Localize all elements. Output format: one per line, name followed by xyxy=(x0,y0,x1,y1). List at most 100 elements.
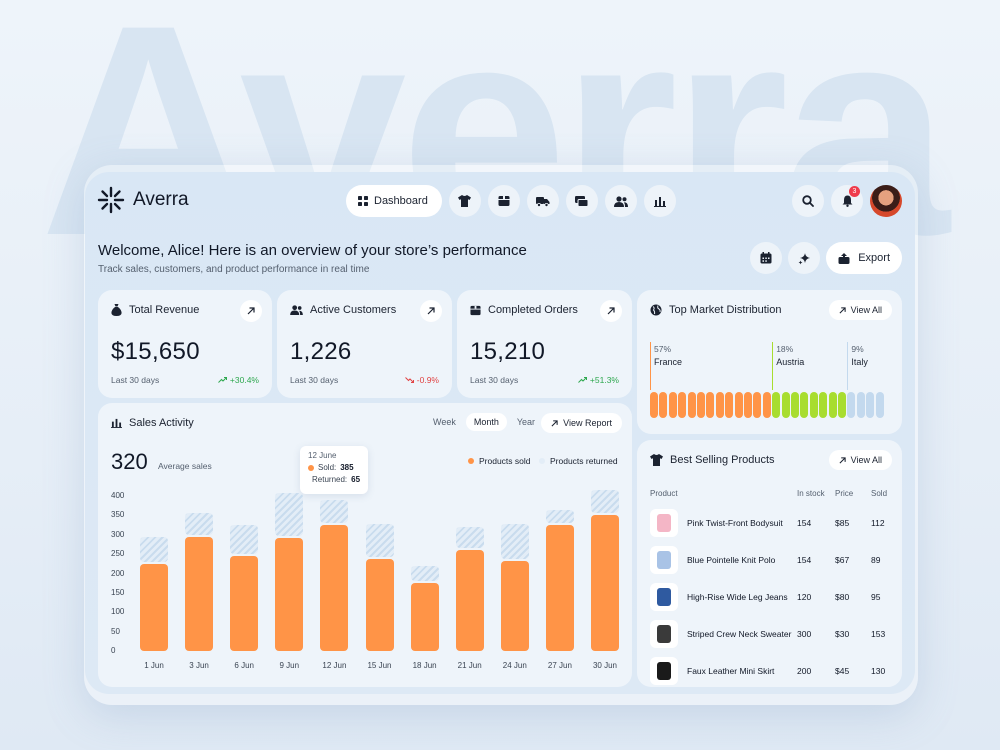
bar-returned[interactable] xyxy=(500,524,529,560)
market-bar xyxy=(762,392,771,418)
bar-sold[interactable] xyxy=(500,561,529,651)
nav-products[interactable] xyxy=(448,185,481,217)
products-view-all-button[interactable]: View All xyxy=(828,450,892,470)
average-sales-value: 320 xyxy=(111,449,148,474)
bar-sold[interactable] xyxy=(365,559,394,651)
bar-sold[interactable] xyxy=(545,525,574,651)
market-percentage: 18% xyxy=(776,344,794,354)
nav-shipping[interactable] xyxy=(526,185,559,217)
bar-returned[interactable] xyxy=(455,527,484,549)
market-country: Italy xyxy=(851,357,868,367)
nav-inventory[interactable] xyxy=(487,185,520,217)
market-bar xyxy=(706,392,715,418)
bar-returned[interactable] xyxy=(545,509,574,524)
table-row[interactable]: Pink Twist-Front Bodysuit 154 $85 112 xyxy=(650,509,890,539)
bar-sold[interactable] xyxy=(455,550,484,651)
y-axis-tick: 400 xyxy=(111,491,125,500)
bar-sold[interactable] xyxy=(410,583,439,651)
y-axis-tick: 250 xyxy=(111,549,125,559)
market-bar xyxy=(819,392,828,418)
export-label: Export xyxy=(858,252,890,264)
market-bar xyxy=(828,392,837,418)
sales-title: Sales Activity xyxy=(129,417,194,429)
x-axis-tick: 15 Jun xyxy=(367,661,392,670)
market-bar xyxy=(791,392,799,418)
bar-returned[interactable] xyxy=(140,536,168,562)
bar-returned[interactable] xyxy=(185,513,214,535)
bar-returned[interactable] xyxy=(230,525,259,555)
column-header-in-stock: In stock xyxy=(797,489,825,498)
tab-month[interactable]: Month xyxy=(465,413,507,431)
product-price: $30 xyxy=(835,629,850,639)
bar-returned[interactable] xyxy=(320,499,349,524)
export-button[interactable]: Export xyxy=(826,242,902,274)
bar-chart-icon xyxy=(653,196,666,207)
x-axis-tick: 3 Jun xyxy=(189,661,209,670)
sparkle-icon xyxy=(798,252,810,264)
market-bar xyxy=(744,392,752,418)
arrow-up-right-icon xyxy=(551,419,558,426)
kpi-value: 15,210 xyxy=(470,338,546,365)
bar-sold[interactable] xyxy=(230,556,259,651)
product-price: $80 xyxy=(835,592,850,602)
x-axis-tick: 24 Jun xyxy=(502,661,527,670)
column-header-price: Price xyxy=(835,489,854,498)
bar-returned[interactable] xyxy=(365,524,394,558)
kpi-card-total-revenue: Total Revenue $15,650 Last 30 days +30.4… xyxy=(98,290,272,398)
table-row[interactable]: Blue Pointelle Knit Polo 154 $67 89 xyxy=(650,546,890,576)
open-orders-button[interactable] xyxy=(600,300,622,322)
view-report-button[interactable]: View Report xyxy=(541,413,622,433)
table-row[interactable]: Striped Crew Neck Sweater 300 $30 153 xyxy=(650,620,890,650)
kpi-change-value: +51.3% xyxy=(589,375,619,385)
bar-sold[interactable] xyxy=(275,537,304,651)
market-view-all-button[interactable]: View All xyxy=(828,300,892,320)
product-thumbnail xyxy=(650,546,678,574)
tooltip-returned-value: 65 xyxy=(351,475,361,484)
kpi-change: -0.9% xyxy=(404,375,439,385)
period-tabs: Week Month Year xyxy=(425,413,543,431)
bar-returned[interactable] xyxy=(275,493,304,536)
bar-returned[interactable] xyxy=(410,565,439,582)
search-button[interactable] xyxy=(792,185,824,217)
kpi-period: Last 30 days xyxy=(290,375,339,385)
calendar-button[interactable] xyxy=(750,242,783,274)
open-revenue-button[interactable] xyxy=(240,300,262,322)
logo[interactable]: Averra xyxy=(97,186,189,214)
x-axis-tick: 9 Jun xyxy=(279,661,300,670)
market-country: Austria xyxy=(776,357,805,367)
tab-week[interactable]: Week xyxy=(433,417,456,427)
market-country: France xyxy=(654,357,683,367)
tooltip-sold-swatch xyxy=(308,464,314,471)
product-name: Pink Twist-Front Bodysuit xyxy=(687,518,783,528)
tab-year[interactable]: Year xyxy=(516,417,536,427)
market-bar xyxy=(781,392,790,418)
bar-sold[interactable] xyxy=(185,536,214,651)
globe-icon xyxy=(650,304,662,316)
bar-sold[interactable] xyxy=(591,515,619,651)
product-name: Faux Leather Mini Skirt xyxy=(687,666,775,676)
kpi-period: Last 30 days xyxy=(111,375,160,385)
ai-sparkle-button[interactable] xyxy=(788,242,821,274)
table-row[interactable]: High-Rise Wide Leg Jeans 120 $80 95 xyxy=(650,583,890,613)
bar-sold[interactable] xyxy=(320,525,349,651)
product-stock: 200 xyxy=(797,666,812,676)
bar-returned[interactable] xyxy=(591,490,619,514)
nav-customers[interactable] xyxy=(604,185,637,217)
nav-dashboard[interactable]: Dashboard xyxy=(346,185,442,217)
market-percentage: 9% xyxy=(851,344,864,354)
nav-analytics[interactable] xyxy=(643,185,676,217)
x-axis-tick: 12 Jun xyxy=(322,661,347,670)
open-customers-button[interactable] xyxy=(420,300,442,322)
notifications-button[interactable]: 3 xyxy=(831,185,863,217)
x-axis-tick: 1 Jun xyxy=(144,661,164,670)
user-avatar[interactable] xyxy=(870,185,902,217)
truck-icon xyxy=(535,196,550,207)
product-stock: 154 xyxy=(797,518,812,528)
table-row[interactable]: Faux Leather Mini Skirt 200 $45 130 xyxy=(650,657,890,687)
bar-sold[interactable] xyxy=(140,563,168,651)
kpi-change: +30.4% xyxy=(218,375,259,385)
nav-payments[interactable] xyxy=(565,185,598,217)
bar-chart-icon xyxy=(111,418,122,428)
grid-icon xyxy=(358,196,368,206)
export-icon xyxy=(838,252,850,264)
